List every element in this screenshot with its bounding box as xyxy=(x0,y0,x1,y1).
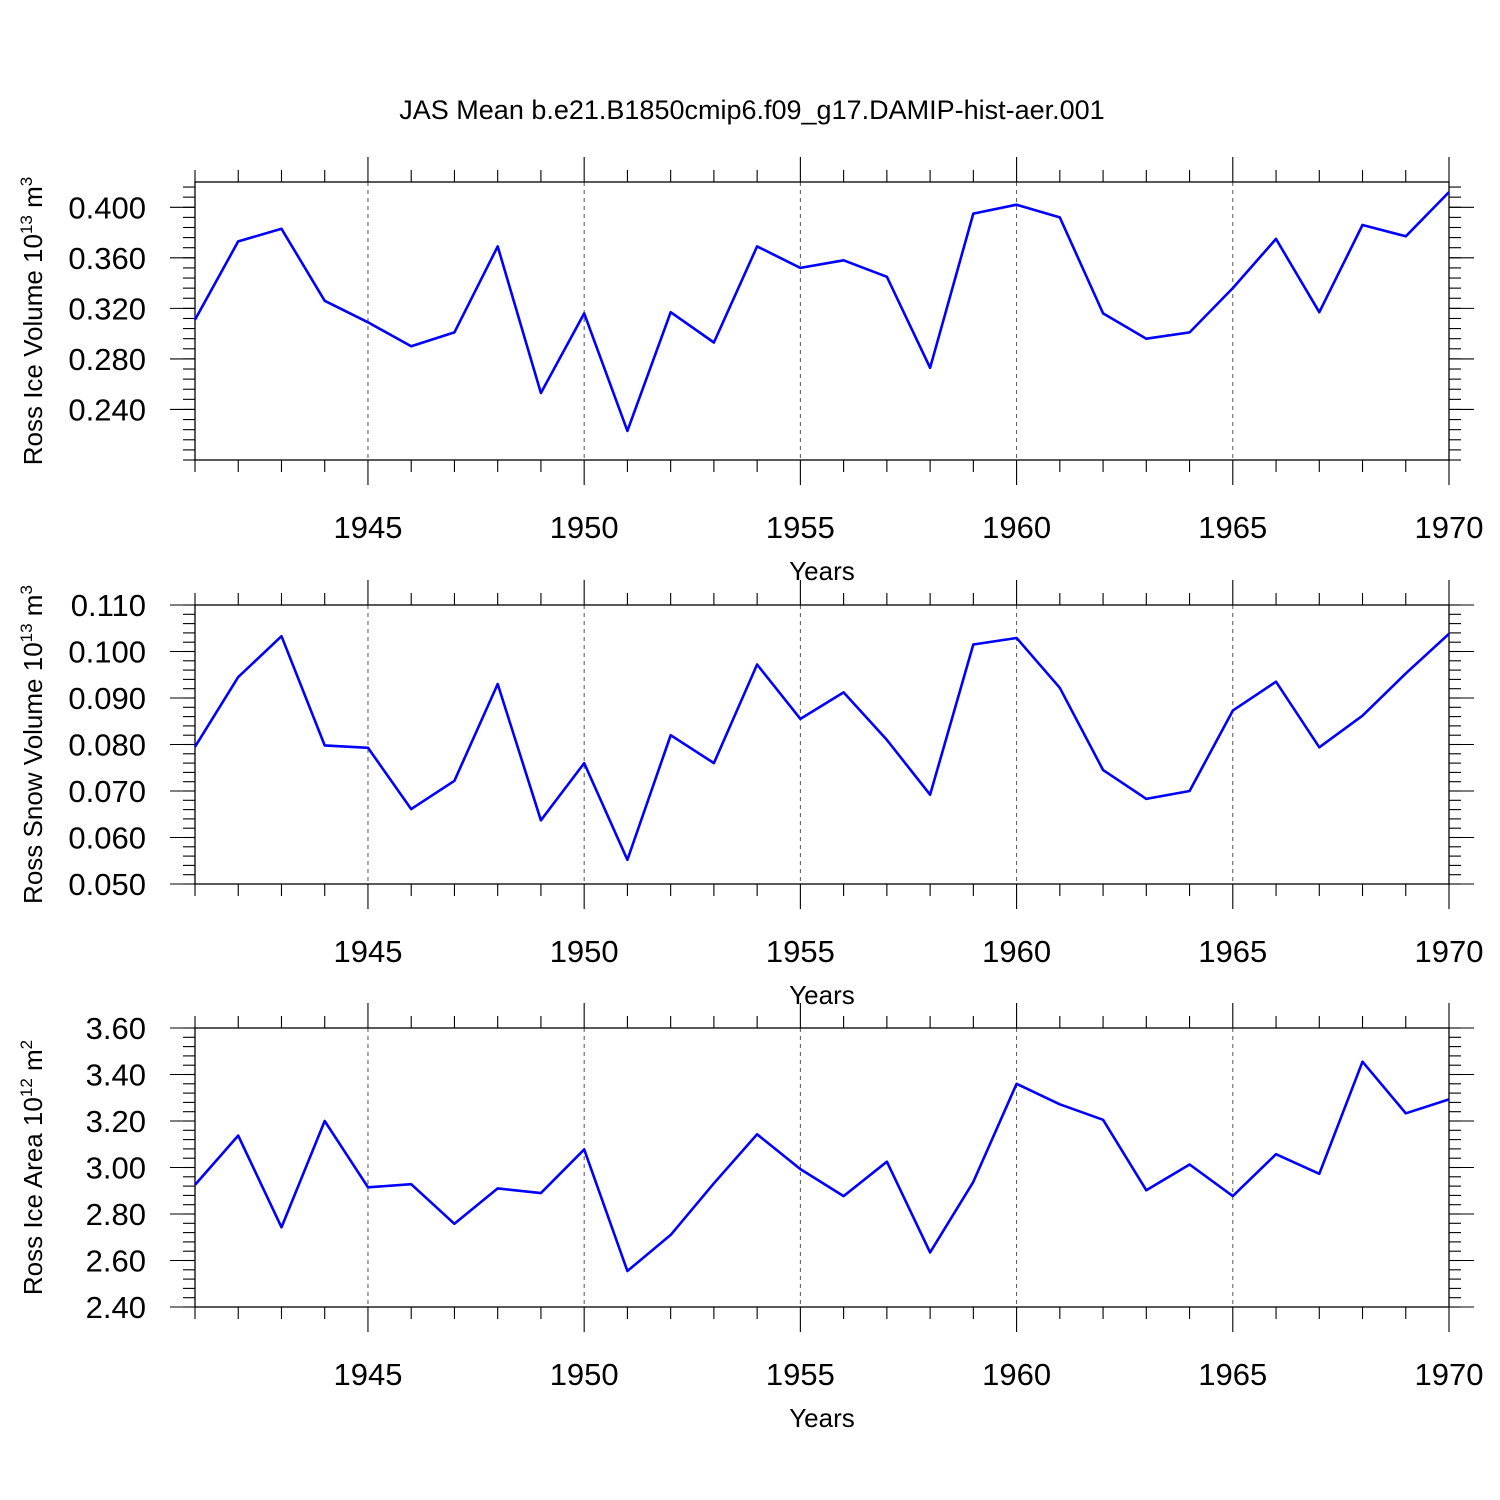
y-tick-label: 3.60 xyxy=(86,1011,146,1046)
x-axis-title: Years xyxy=(789,980,855,1010)
y-tick-label: 0.090 xyxy=(68,681,146,716)
x-tick-label: 1970 xyxy=(1415,510,1484,545)
plot-frame xyxy=(194,181,1450,461)
y-tick-label: 0.100 xyxy=(68,635,146,670)
series-line xyxy=(193,632,1450,862)
x-tick-label: 1970 xyxy=(1415,1357,1484,1392)
x-tick-label: 1955 xyxy=(766,1357,835,1392)
x-tick-label: 1950 xyxy=(550,934,619,969)
x-tick-label: 1955 xyxy=(766,510,835,545)
x-tick-label: 1960 xyxy=(982,510,1051,545)
series-line xyxy=(193,191,1450,433)
y-axis-title-part: Ross Ice Volume 10 xyxy=(18,234,48,465)
y-tick-label: 0.050 xyxy=(68,867,146,902)
y-tick-label: 0.070 xyxy=(68,774,146,809)
x-tick-label: 1960 xyxy=(982,934,1051,969)
y-tick-label: 0.400 xyxy=(68,190,146,225)
y-axis-title: Ross Snow Volume 1013 m3 xyxy=(17,585,48,904)
x-tick-label: 1960 xyxy=(982,1357,1051,1392)
x-tick-label: 1945 xyxy=(333,1357,402,1392)
x-tick-label: 1965 xyxy=(1198,1357,1267,1392)
y-axis-title-exponent: 3 xyxy=(17,177,36,186)
chart-panels: 0.240 0.280 0.320 0.360 0.400 1945 1950 1955 196… xyxy=(17,157,1483,1433)
y-tick-label: 0.280 xyxy=(68,342,146,377)
y-tick-label: 0.080 xyxy=(68,728,146,763)
y-tick-label: 2.60 xyxy=(86,1244,146,1279)
y-axis-title-part: m xyxy=(18,186,48,215)
y-axis-title-exponent: 2 xyxy=(17,1040,36,1049)
y-tick-label: 0.240 xyxy=(68,392,146,427)
y-tick-label: 0.320 xyxy=(68,291,146,326)
x-axis-title: Years xyxy=(789,1403,855,1433)
y-tick-label: 0.360 xyxy=(68,241,146,276)
y-tick-label: 3.40 xyxy=(86,1058,146,1093)
y-axis-title-exponent: 13 xyxy=(17,623,36,642)
y-axis-title-part: m xyxy=(18,595,48,624)
y-axis-title: Ross Ice Area 1012 m2 xyxy=(17,1040,48,1295)
y-tick-label: 2.40 xyxy=(86,1290,146,1325)
y-axis-title-part: Ross Ice Area 10 xyxy=(18,1097,48,1295)
y-tick-label: 0.060 xyxy=(68,821,146,856)
panel-2: 0.050 0.060 0.070 0.080 0.090 0.100 0.110 1945 1… xyxy=(17,580,1483,1010)
y-tick-label: 2.80 xyxy=(86,1197,146,1232)
x-tick-label: 1950 xyxy=(550,510,619,545)
x-tick-label: 1955 xyxy=(766,934,835,969)
panel-1: 0.240 0.280 0.320 0.360 0.400 1945 1950 1955 196… xyxy=(17,157,1483,586)
y-axis-title-exponent: 13 xyxy=(17,215,36,234)
y-axis-title-exponent: 12 xyxy=(17,1078,36,1097)
y-tick-label: 3.00 xyxy=(86,1151,146,1186)
y-tick-label: 0.110 xyxy=(71,588,146,623)
x-tick-label: 1965 xyxy=(1198,510,1267,545)
x-tick-label: 1965 xyxy=(1198,934,1267,969)
x-tick-label: 1970 xyxy=(1415,934,1484,969)
y-tick-label: 3.20 xyxy=(86,1104,146,1139)
y-axis-title-part: m xyxy=(18,1049,48,1078)
x-tick-label: 1945 xyxy=(333,934,402,969)
series-line xyxy=(194,1060,1450,1273)
plot-frame xyxy=(194,604,1450,885)
x-tick-label: 1950 xyxy=(550,1357,619,1392)
chart-title: JAS Mean b.e21.B1850cmip6.f09_g17.DAMIP-… xyxy=(399,95,1104,125)
y-axis-title-exponent: 3 xyxy=(17,585,36,594)
x-tick-label: 1945 xyxy=(333,510,402,545)
x-axis-title: Years xyxy=(789,556,855,586)
y-axis-title-part: Ross Snow Volume 10 xyxy=(18,642,48,904)
panel-3: 2.40 2.60 2.80 3.00 3.20 3.40 3.60 1945 1950 1955… xyxy=(17,1003,1483,1433)
y-axis-title: Ross Ice Volume 1013 m3 xyxy=(17,177,48,466)
